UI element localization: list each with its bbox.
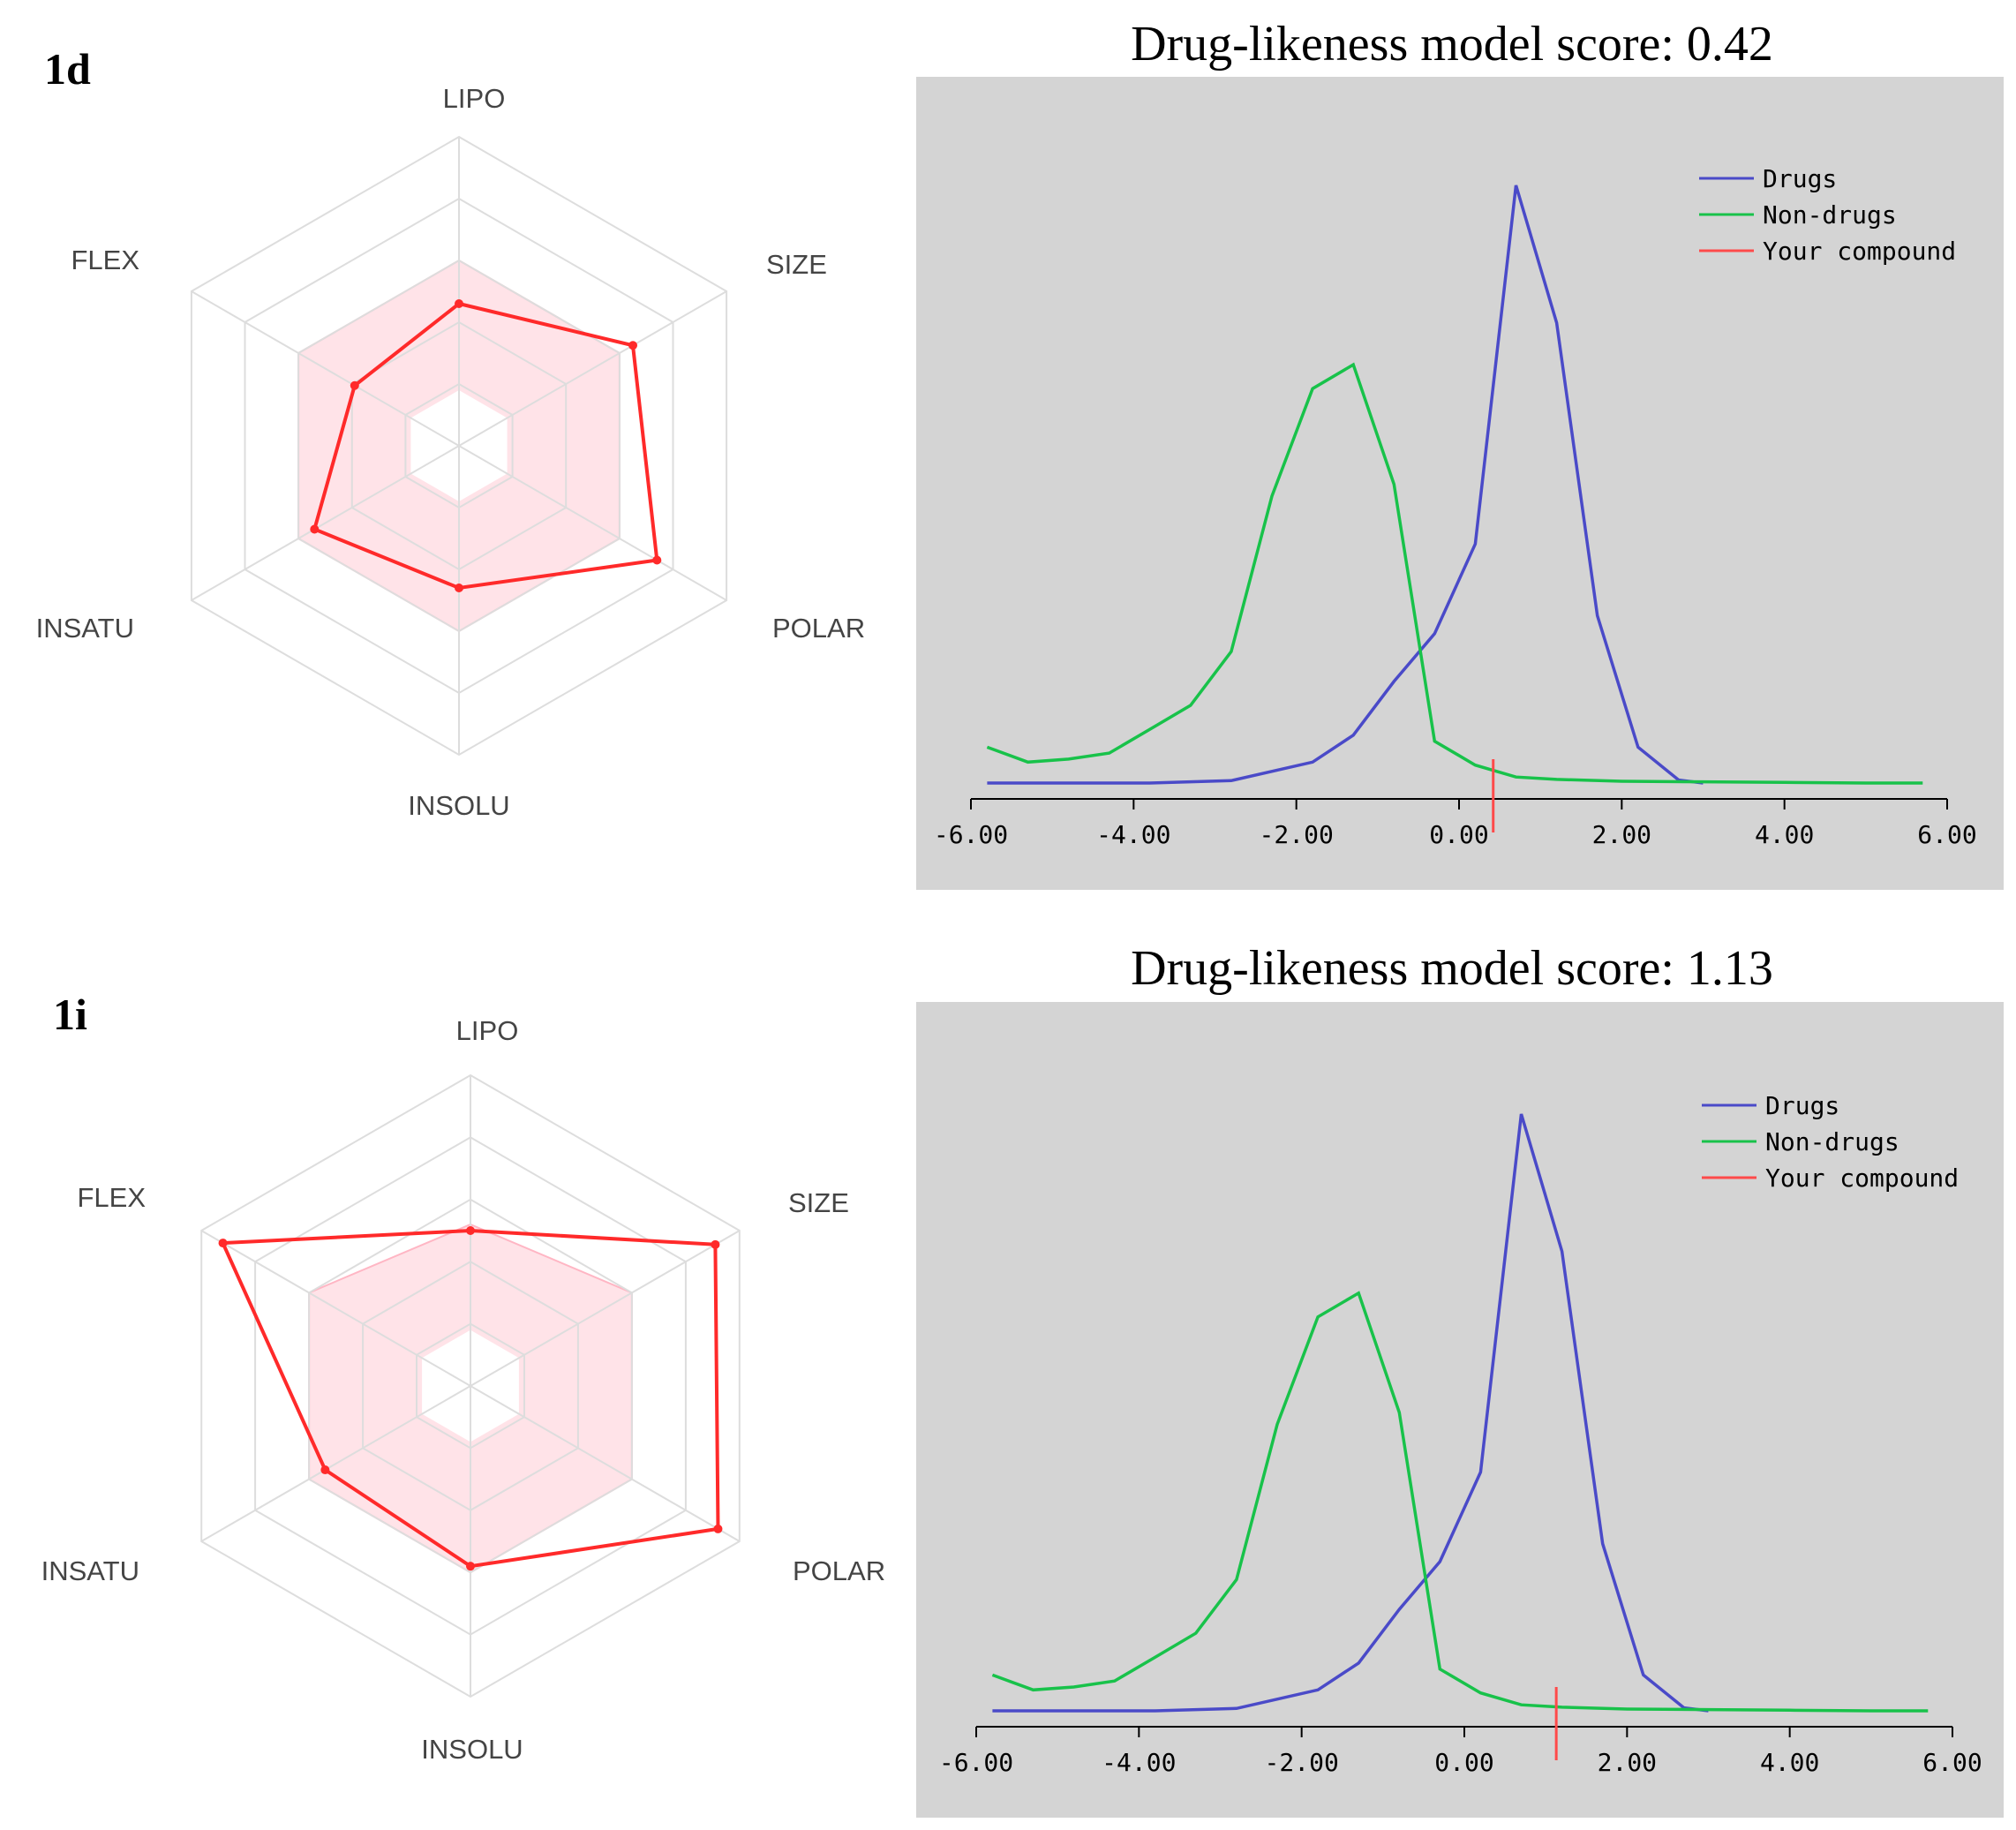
- legend-label: Your compound: [1765, 1164, 1959, 1193]
- radar-point-lipo: [466, 1226, 475, 1235]
- x-tick-label: -6.00: [934, 820, 1008, 849]
- legend-label: Non-drugs: [1763, 200, 1897, 230]
- radar-point-lipo: [455, 299, 463, 308]
- series-line-drugs: [992, 1113, 1709, 1713]
- x-tick-label: 2.00: [1598, 1748, 1657, 1777]
- radar-point-insatu: [310, 524, 320, 534]
- axis-label-insolu: INSOLU: [408, 790, 509, 821]
- axis-label-size: SIZE: [788, 1187, 849, 1218]
- x-tick-label: 0.00: [1434, 1748, 1493, 1777]
- x-tick-label: 4.00: [1755, 820, 1814, 849]
- radar-spoke-insatu: [191, 445, 460, 601]
- radar-point-flex: [218, 1239, 228, 1248]
- panel-label: 1i: [53, 990, 87, 1039]
- radar-spoke-insatu: [200, 1385, 471, 1542]
- x-tick-label: 6.00: [1922, 1748, 1982, 1777]
- series-line-drugs: [987, 185, 1704, 785]
- radar-point-polar: [713, 1524, 723, 1533]
- radar-point-size: [628, 341, 638, 350]
- x-tick-label: -4.00: [1102, 1748, 1176, 1777]
- axis-label-size: SIZE: [766, 249, 827, 280]
- radar-spoke-flex: [191, 290, 460, 447]
- radar-spoke-size: [470, 1230, 741, 1387]
- radar-point-insolu: [466, 1562, 475, 1571]
- plot-background: [916, 1002, 2004, 1818]
- x-tick-label: -4.00: [1096, 820, 1170, 849]
- legend-label: Non-drugs: [1765, 1127, 1899, 1156]
- radar-spoke-size: [458, 290, 727, 447]
- plot-background: [916, 77, 2004, 890]
- radar-spoke-flex: [200, 1230, 471, 1387]
- radar-chart-1d: LIPO SIZE POLAR INSOLU INSATU FLEX 1d: [36, 44, 866, 821]
- chart-title: Drug-likeness model score: 0.42: [1131, 17, 1773, 72]
- axis-label-lipo: LIPO: [456, 1015, 519, 1046]
- series-line-non-drugs: [991, 1291, 1929, 1713]
- axis-label-lipo: LIPO: [443, 83, 506, 114]
- radar-spoke-polar: [470, 1385, 741, 1542]
- axis-label-insolu: INSOLU: [421, 1734, 523, 1765]
- x-tick-label: -2.00: [1260, 820, 1334, 849]
- chart-title: Drug-likeness model score: 1.13: [1131, 941, 1773, 996]
- radar-point-polar: [652, 555, 662, 565]
- radar-chart-1i: LIPO SIZE POLAR INSOLU INSATU FLEX 1i: [41, 990, 886, 1765]
- radar-point-flex: [350, 380, 359, 390]
- x-tick-label: -2.00: [1265, 1748, 1339, 1777]
- x-tick-label: -6.00: [939, 1748, 1013, 1777]
- axis-label-insatu: INSATU: [41, 1555, 139, 1586]
- x-tick-label: 0.00: [1429, 820, 1488, 849]
- radar-point-size: [711, 1239, 720, 1249]
- axis-label-polar: POLAR: [772, 613, 865, 644]
- druglikeness-chart-1d: Drug-likeness model score: 0.42 -6.00 -4.0…: [916, 17, 2004, 890]
- axis-label-polar: POLAR: [793, 1555, 885, 1586]
- panel-label: 1d: [44, 44, 91, 94]
- series-line-non-drugs: [986, 362, 1923, 785]
- druglikeness-chart-1i: Drug-likeness model score: 1.13 -6.00 -4.0…: [916, 941, 2004, 1818]
- radar-point-insatu: [320, 1465, 330, 1475]
- legend-label: Drugs: [1763, 164, 1837, 193]
- radar-spoke-polar: [458, 445, 727, 601]
- radar-point-insolu: [455, 584, 463, 592]
- axis-label-flex: FLEX: [71, 245, 139, 275]
- x-tick-label: 6.00: [1917, 820, 1976, 849]
- legend-label: Your compound: [1763, 237, 1956, 266]
- x-tick-label: 4.00: [1760, 1748, 1819, 1777]
- legend-label: Drugs: [1765, 1091, 1839, 1120]
- x-tick-label: 2.00: [1592, 820, 1651, 849]
- axis-label-insatu: INSATU: [36, 613, 134, 644]
- axis-label-flex: FLEX: [77, 1182, 146, 1213]
